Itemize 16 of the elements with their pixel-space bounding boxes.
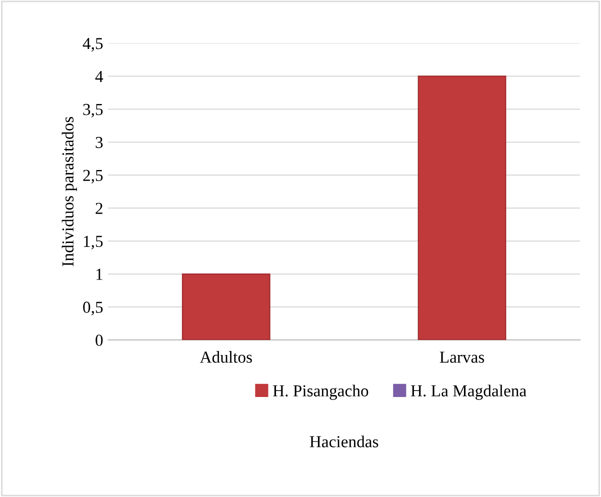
y-tick-label: 1: [96, 268, 102, 280]
y-tick-label: 3: [96, 136, 103, 148]
y-tick-label: 4: [95, 71, 104, 82]
y-tick-label: 3,5: [83, 104, 103, 118]
y-tick-label: 2: [96, 202, 102, 214]
y-tick-label: 1,5: [84, 236, 103, 250]
y-tick-label: 4,5: [82, 38, 103, 52]
y-tick-label: 2,5: [83, 170, 103, 184]
legend-label: H. La Magdalena: [410, 384, 526, 400]
y-axis-title: Individuos parasitados: [62, 116, 77, 266]
y-tick-label: 0: [96, 334, 103, 346]
legend-label: H. Pisangacho: [273, 384, 368, 400]
x-tick-label: Larvas: [440, 352, 484, 363]
y-tick-label: 0,5: [83, 302, 103, 316]
x-axis-title: Haciendas: [310, 436, 378, 448]
x-tick-label: Adultos: [200, 351, 252, 363]
